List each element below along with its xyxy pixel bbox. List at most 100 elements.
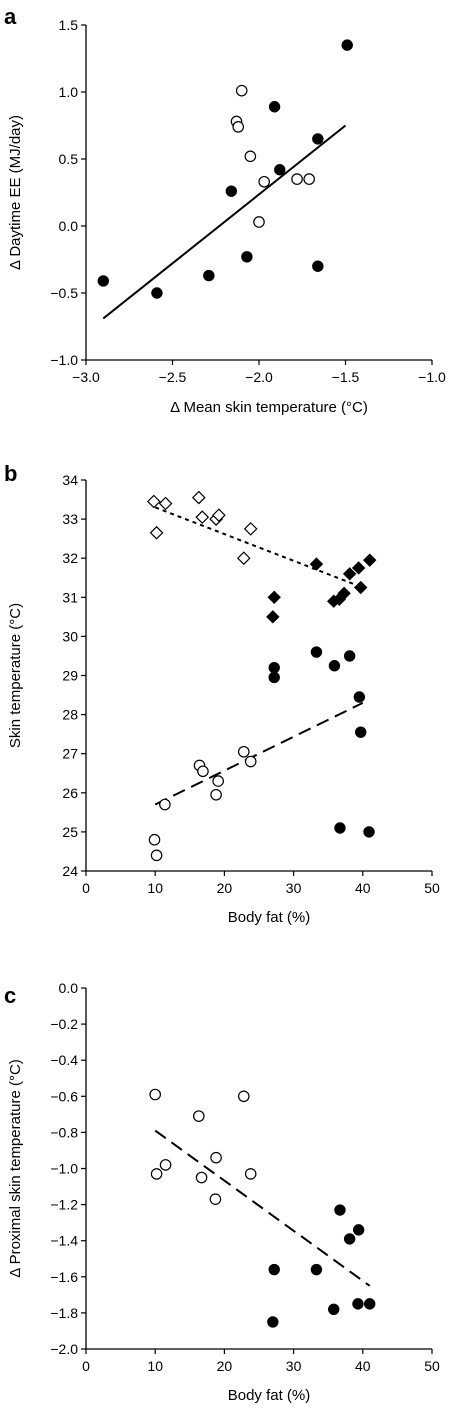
- data-point: [312, 260, 324, 272]
- y-tick-label: 33: [62, 511, 78, 527]
- y-tick-label: −1.0: [50, 1161, 78, 1177]
- fit-line: [154, 1129, 371, 1287]
- data-point: [149, 1088, 161, 1101]
- data-point: [244, 150, 257, 163]
- data-point: [343, 1233, 356, 1245]
- data-point: [203, 269, 215, 282]
- data-point: [237, 745, 250, 758]
- data-point: [353, 691, 366, 703]
- y-tick-label: 30: [62, 628, 78, 644]
- data-point: [210, 788, 222, 801]
- x-tick-label: 10: [147, 880, 163, 896]
- data-point: [363, 553, 377, 567]
- data-point: [303, 173, 315, 185]
- data-point: [268, 1263, 280, 1276]
- data-point: [151, 287, 163, 299]
- data-point: [209, 1193, 222, 1205]
- x-tick-label: −2.5: [159, 369, 187, 385]
- data-point: [253, 216, 265, 228]
- data-point: [268, 661, 280, 674]
- panel-c: c −2.0 −1.8 −1.6 −1.4 −1.2 −1.0 −0.8 −0.6 −0.4 −0.…: [4, 980, 440, 1404]
- y-axis-label: Skin temperature (°C): [7, 603, 24, 748]
- panel-label: a: [4, 4, 17, 29]
- data-point: [258, 175, 270, 188]
- panel-label: c: [4, 983, 16, 1008]
- fit-line: [102, 124, 347, 320]
- x-tick-label: 50: [424, 880, 440, 896]
- data-point: [355, 726, 367, 738]
- data-point: [266, 610, 280, 624]
- y-tick-label: 29: [62, 668, 78, 684]
- data-point: [334, 1204, 346, 1216]
- y-tick-label: −2.0: [50, 1341, 78, 1357]
- data-point: [146, 494, 161, 509]
- panel-label: b: [4, 461, 17, 486]
- data-point: [343, 650, 356, 662]
- data-point: [341, 39, 353, 51]
- y-tick-label: −1.4: [50, 1233, 78, 1249]
- data-point: [243, 522, 258, 536]
- y-tick-label: −0.6: [50, 1088, 78, 1104]
- x-tick-label: −1.5: [332, 369, 360, 385]
- y-tick-label: 26: [62, 785, 78, 801]
- data-point: [237, 1090, 250, 1103]
- data-point: [267, 1316, 279, 1328]
- data-point: [150, 1168, 163, 1180]
- data-point: [212, 775, 224, 787]
- data-point: [191, 490, 206, 505]
- y-tick-label: −0.8: [50, 1124, 78, 1140]
- data-point: [310, 1263, 323, 1276]
- x-axis-label: Body fat (%): [228, 1387, 311, 1404]
- data-point: [235, 84, 248, 97]
- data-point: [334, 822, 346, 834]
- x-tick-label: −3.0: [72, 369, 100, 385]
- y-tick-label: 31: [62, 589, 78, 605]
- y-tick-label: 32: [62, 550, 78, 566]
- data-point: [159, 1159, 172, 1171]
- data-point: [352, 1298, 364, 1310]
- data-point: [236, 551, 251, 566]
- data-point: [159, 798, 171, 811]
- data-point: [337, 586, 351, 601]
- panel-b: b 24 25 26 27 28 29 30 31 32 33 34 0 10 20 30 40 50 Body f…: [4, 461, 440, 926]
- x-tick-label: 20: [217, 1358, 233, 1374]
- x-tick-label: 30: [286, 1358, 302, 1374]
- data-point: [232, 121, 245, 133]
- x-axis-label: Δ Mean skin temperature (°C): [170, 399, 368, 416]
- y-tick-label: −1.8: [50, 1305, 78, 1321]
- y-tick-label: −1.2: [50, 1197, 78, 1213]
- y-tick-label: 25: [62, 824, 78, 840]
- data-point: [309, 557, 324, 571]
- data-point: [328, 660, 341, 672]
- data-point: [197, 765, 209, 778]
- data-point: [195, 1171, 208, 1184]
- x-tick-label: 20: [217, 880, 233, 896]
- y-tick-label: 1.0: [59, 84, 79, 100]
- x-tick-label: 50: [424, 1358, 440, 1374]
- x-tick-label: 40: [355, 880, 371, 896]
- data-point: [212, 508, 226, 523]
- data-point: [268, 671, 280, 684]
- y-tick-label: 34: [62, 472, 78, 488]
- data-point: [210, 1151, 222, 1164]
- fit-line: [154, 506, 364, 589]
- panel-a: a −1.0 −0.5 0.0 0.5 1.0 1.5 −3.0 −2.5 −2.0 −1.5 −1.…: [4, 4, 446, 416]
- y-axis-label: Δ Proximal skin temperature (°C): [7, 1059, 24, 1278]
- data-point: [195, 510, 210, 524]
- data-point: [363, 826, 375, 838]
- data-point: [342, 567, 357, 581]
- data-point: [148, 833, 161, 846]
- x-axis-label: Body fat (%): [228, 909, 311, 926]
- data-point: [291, 173, 303, 185]
- data-point: [328, 1303, 340, 1315]
- x-tick-label: −1.0: [418, 369, 446, 385]
- data-point: [267, 590, 281, 605]
- data-point: [351, 561, 366, 575]
- fit-line: [154, 701, 364, 806]
- data-point: [364, 1298, 376, 1310]
- x-tick-label: 40: [355, 1358, 371, 1374]
- data-point: [312, 133, 324, 145]
- data-point: [310, 646, 323, 658]
- data-point: [158, 496, 173, 511]
